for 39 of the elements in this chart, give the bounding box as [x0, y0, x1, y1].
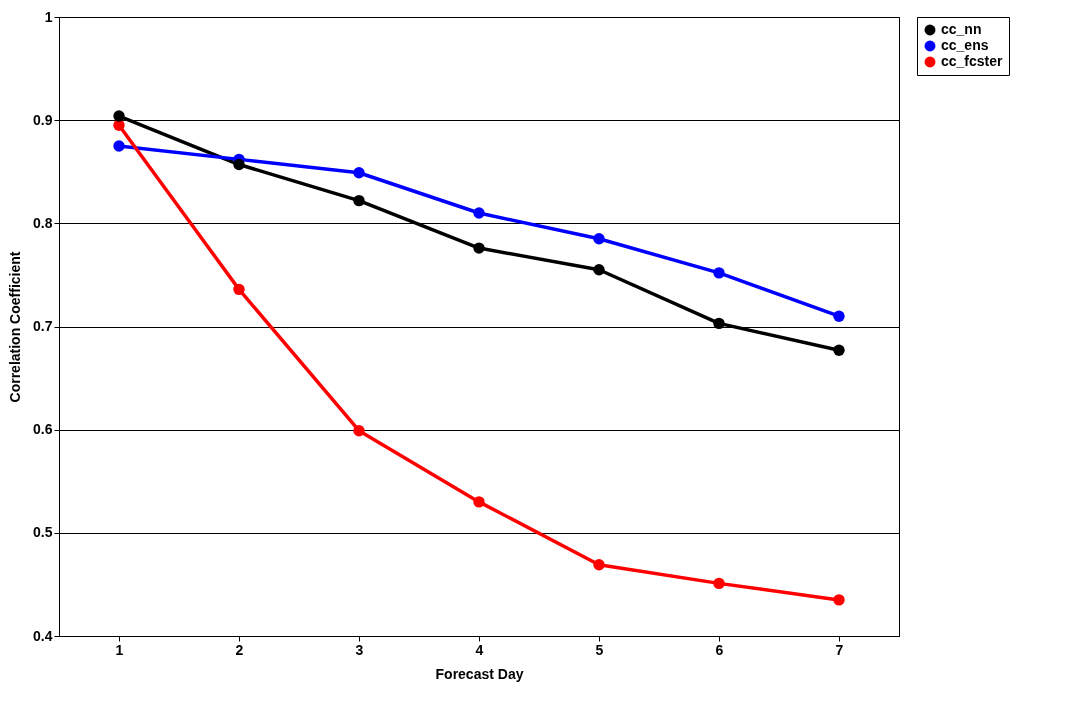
x-tick-label: 4: [475, 641, 484, 658]
point: [473, 496, 485, 508]
x-tick-label: 3: [355, 641, 364, 658]
y-tick-label: 0.8: [33, 214, 53, 231]
point: [593, 264, 605, 276]
y-tick-label: 1: [44, 8, 53, 25]
legend-label: cc_ens: [941, 37, 989, 53]
point: [593, 233, 605, 245]
x-tick-label: 7: [835, 641, 844, 658]
point: [473, 207, 485, 219]
legend-label: cc_fcster: [941, 53, 1004, 69]
x-tick-label: 1: [115, 641, 124, 658]
point: [713, 267, 725, 279]
point: [473, 242, 485, 254]
x-tick-label: 6: [715, 641, 724, 658]
point: [113, 119, 125, 132]
y-tick-label: 0.9: [33, 111, 53, 128]
point: [113, 140, 125, 152]
y-tick-label: 0.4: [33, 627, 53, 644]
point: [233, 158, 245, 171]
y-tick-label: 0.6: [33, 421, 53, 438]
point: [593, 559, 605, 571]
point: [833, 344, 845, 356]
legend-label: cc_nn: [941, 21, 982, 37]
x-tick-label: 2: [235, 641, 244, 658]
x-axis-title: Forecast Day: [435, 665, 524, 682]
point: [713, 577, 725, 590]
y-tick-label: 0.5: [33, 524, 53, 541]
point: [353, 425, 365, 437]
point: [833, 310, 845, 322]
point: [233, 283, 245, 296]
y-tick-label: 0.7: [33, 318, 53, 334]
point: [353, 194, 365, 207]
y-axis-title: Correlation Coefficient: [7, 251, 24, 403]
point: [113, 110, 125, 122]
x-tick-label: 5: [595, 641, 604, 658]
point: [353, 167, 365, 179]
point: [713, 317, 725, 330]
point: [833, 594, 845, 606]
